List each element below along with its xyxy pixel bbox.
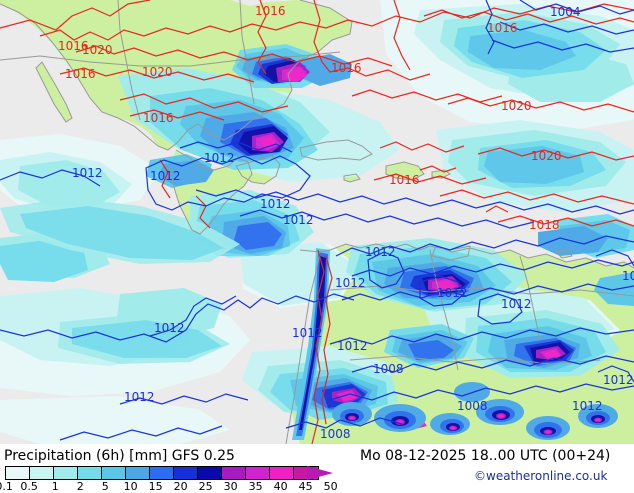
colorbar-tick-25: 25 [198,480,213,493]
colorbar-segments [5,466,319,480]
colorbar-tick-30: 30 [223,480,238,493]
model-run-info: Mo 08-12-2025 18..00 UTC (00+24) [360,448,611,464]
colorbar-segment-2 [54,467,78,479]
colorbar-tick-45: 45 [298,480,313,493]
map-footer: Precipitation (6h) [mm] GFS 0.25 Mo 08-1… [0,444,634,493]
colorbar-segment-9 [222,467,246,479]
colorbar-segment-4 [102,467,126,479]
colorbar-tick-35: 35 [248,480,263,493]
isobar-red-layer [0,0,634,444]
baja-peninsula [36,62,72,122]
colorbar-tick-2: 2 [76,480,84,493]
colorbar-segment-3 [78,467,102,479]
precip-itcz-core [20,206,224,358]
colorbar-tick-1: 1 [51,480,59,493]
colorbar-tick-15: 15 [148,480,163,493]
colorbar-segment-5 [126,467,150,479]
map-title: Precipitation (6h) [mm] GFS 0.25 [4,448,235,464]
colorbar-tick-5: 5 [101,480,109,493]
colorbar-tick-10: 10 [123,480,138,493]
coastline-layer [0,0,634,444]
colorbar-overflow-arrow-icon [307,466,333,480]
colorbar-tick-40: 40 [273,480,288,493]
colorbar-segment-0 [6,467,30,479]
colorbar-segment-10 [246,467,270,479]
colorbar-segment-6 [150,467,174,479]
isobar-blue-layer [0,0,634,441]
hispaniola [386,162,424,180]
colorbar-segment-1 [30,467,54,479]
precip-convective-cells [332,382,618,440]
precipitation-map[interactable]: 1016 1020 1020 1016 1016 1016 1004 1016 1020 1020… [0,0,634,444]
colorbar-segment-11 [270,467,294,479]
colorbar-tick-20: 20 [173,480,188,493]
copyright-credit: ©weatheronline.co.uk [474,469,608,483]
map-canvas [0,0,634,444]
colorbar-segment-8 [198,467,222,479]
colorbar-tick-0.1: 0.1 [0,480,13,493]
colorbar-segment-7 [174,467,198,479]
colorbar-tick-50: 50 [323,480,338,493]
colorbar-tick-0.5: 0.5 [20,480,38,493]
